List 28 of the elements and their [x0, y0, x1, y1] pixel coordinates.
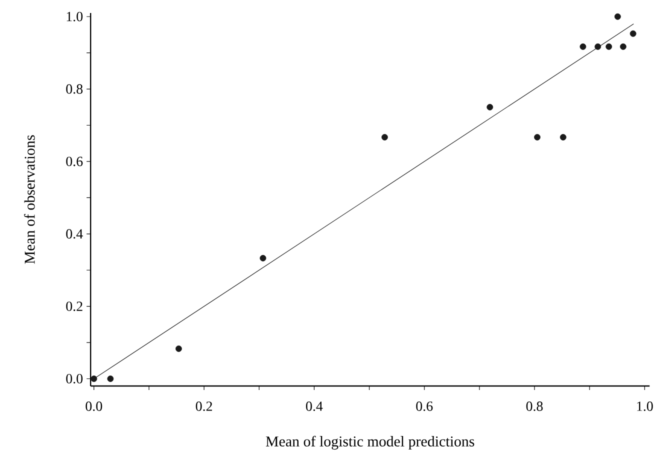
x-tick-label: 0.6 [416, 402, 433, 411]
point [176, 346, 182, 352]
point [90, 376, 98, 382]
x-tick-label: 1.0 [637, 402, 653, 411]
point [630, 30, 636, 37]
y-tick-label: 0.6 [66, 156, 83, 166]
y-tick-label: 0.2 [66, 302, 82, 312]
x-axis-title: Mean of logistic model predictions [266, 436, 474, 450]
point [580, 43, 586, 50]
y-tick-label: 0.4 [66, 229, 83, 239]
y-tick-label: 0.0 [66, 374, 83, 384]
point [534, 134, 540, 140]
x-tick-label: 0.2 [196, 402, 212, 411]
x-tick-label: 0.4 [306, 402, 323, 411]
point [560, 134, 566, 140]
x-tick-label: 0.8 [526, 402, 543, 411]
point [614, 13, 621, 20]
point [606, 43, 612, 50]
y-axis-title: Mean of observations [24, 135, 35, 264]
x-tick-label: 0.0 [86, 402, 102, 411]
point [620, 43, 626, 50]
point [107, 376, 114, 382]
point [486, 104, 494, 110]
point [382, 134, 388, 140]
point [594, 43, 602, 50]
y-tick-label: 0.8 [66, 84, 83, 94]
point [260, 254, 266, 262]
y-tick-label: 1.0 [66, 12, 83, 22]
